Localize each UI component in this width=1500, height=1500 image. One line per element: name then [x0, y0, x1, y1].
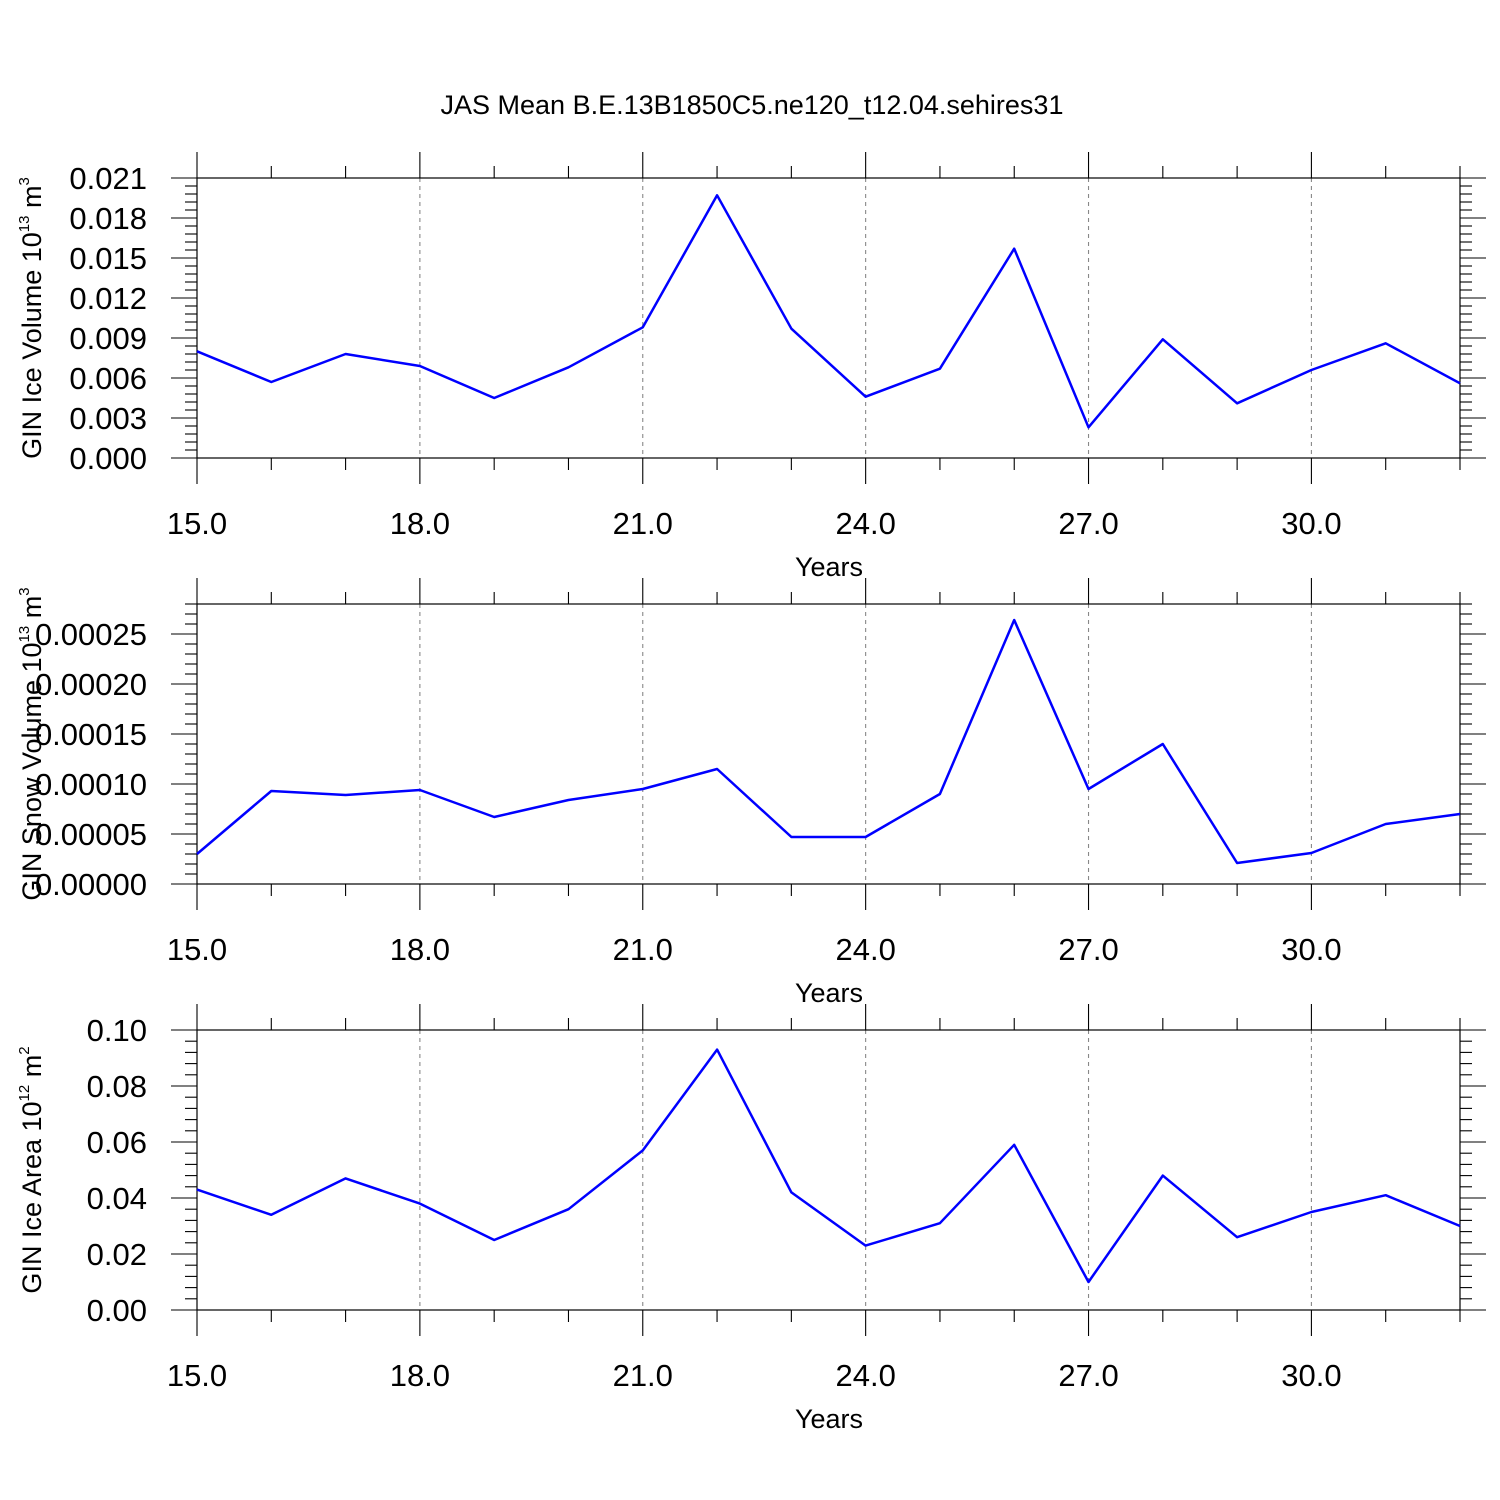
y-axis-label: GIN Ice Area 1012 m2 [16, 1046, 47, 1293]
y-tick-label: 0.021 [69, 161, 147, 196]
y-axis-label: GIN Snow Volume 1013 m3 [16, 587, 47, 900]
y-tick-label: 0.018 [69, 201, 147, 236]
y-tick-label: 0.00000 [35, 867, 147, 902]
y-tick-label: 0.012 [69, 281, 147, 316]
x-tick-label: 24.0 [835, 932, 895, 967]
x-tick-label: 15.0 [167, 1358, 227, 1393]
y-tick-label: 0.00010 [35, 767, 147, 802]
y-tick-label: 0.009 [69, 321, 147, 356]
x-axis-label: Years [795, 978, 863, 1008]
plot-frame [196, 1029, 1461, 1311]
x-tick-label: 30.0 [1281, 932, 1341, 967]
y-tick-label: 0.10 [87, 1013, 147, 1048]
x-tick-label: 15.0 [167, 506, 227, 541]
x-tick-label: 18.0 [390, 506, 450, 541]
plot-frame [196, 177, 1461, 459]
chart-title: JAS Mean B.E.13B1850C5.ne120_t12.04.sehi… [441, 90, 1064, 120]
series-line-1 [196, 618, 1461, 865]
x-tick-label: 24.0 [835, 506, 895, 541]
x-axis-label: Years [795, 1404, 863, 1434]
y-tick-label: 0.006 [69, 361, 147, 396]
x-tick-label: 21.0 [613, 1358, 673, 1393]
y-tick-label: 0.003 [69, 401, 147, 436]
y-tick-label: 0.02 [87, 1237, 147, 1272]
plot-frame [196, 603, 1461, 885]
x-tick-label: 21.0 [613, 506, 673, 541]
panel-2: 15.0 18.0 21.0 24.0 27.0 30.0 0.00000 0.00005 0.… [16, 578, 1486, 1008]
y-tick-label: 0.015 [69, 241, 147, 276]
y-tick-label: 0.00005 [35, 817, 147, 852]
y-tick-label: 0.00 [87, 1293, 147, 1328]
x-tick-label: 27.0 [1058, 1358, 1118, 1393]
x-tick-label: 27.0 [1058, 932, 1118, 967]
y-tick-label: 0.00025 [35, 617, 147, 652]
x-tick-label: 18.0 [390, 932, 450, 967]
x-tick-label: 15.0 [167, 932, 227, 967]
x-tick-label: 21.0 [613, 932, 673, 967]
panel-3: 15.0 18.0 21.0 24.0 27.0 30.0 0.00 0.02 0.04 0.06… [16, 1004, 1486, 1434]
x-tick-label: 27.0 [1058, 506, 1118, 541]
series-line-1 [196, 194, 1461, 429]
y-tick-label: 0.08 [87, 1069, 147, 1104]
y-tick-label: 0.00015 [35, 717, 147, 752]
y-tick-label: 0.06 [87, 1125, 147, 1160]
series-line-1 [196, 1048, 1461, 1284]
y-tick-label: 0.000 [69, 441, 147, 476]
x-tick-label: 30.0 [1281, 506, 1341, 541]
x-tick-label: 18.0 [390, 1358, 450, 1393]
x-axis-label: Years [795, 552, 863, 582]
x-tick-label: 30.0 [1281, 1358, 1341, 1393]
panel-1: 15.0 18.0 21.0 24.0 27.0 30.0 0.000 0.003 0.006 0… [16, 152, 1486, 582]
x-tick-label: 24.0 [835, 1358, 895, 1393]
y-tick-label: 0.04 [87, 1181, 147, 1216]
y-axis-label: GIN Ice Volume 1013 m3 [16, 177, 47, 459]
panels: 15.0 18.0 21.0 24.0 27.0 30.0 0.000 0.003 0.006 0… [16, 152, 1486, 1434]
y-tick-label: 0.00020 [35, 667, 147, 702]
